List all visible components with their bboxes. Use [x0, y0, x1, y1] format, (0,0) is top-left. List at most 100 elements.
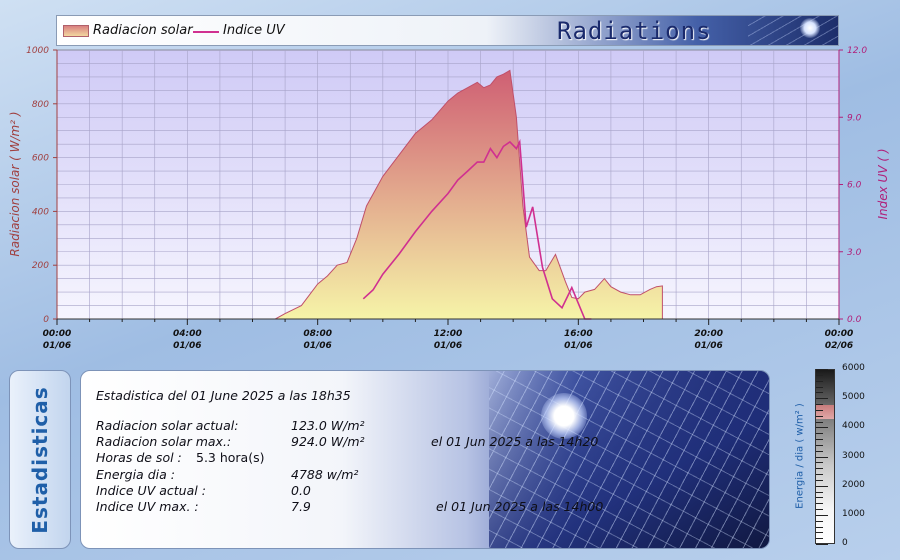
right-axis-ticks: 0.0 3.0 6.0 9.0 12.0	[838, 46, 867, 325]
gauge-minor-tick	[816, 421, 823, 423]
gauge-fill	[816, 405, 834, 420]
x-axis-tick-date: 01/06	[564, 341, 592, 351]
right-axis-label: Index UV ( )	[876, 148, 890, 219]
legend-label-uv: Indice UV	[223, 23, 285, 38]
gauge-tick-label: 1000	[842, 508, 865, 519]
gauge-minor-tick	[816, 369, 828, 370]
stat-extra: el 01 Jun 2025 a las 14h20	[431, 434, 599, 449]
left-axis-ticks: 0 200 400 600 800 1000	[26, 46, 58, 325]
gauge-minor-tick	[816, 468, 823, 470]
gauge-minor-tick	[816, 538, 823, 540]
chart-title: Radiations solaires	[557, 17, 712, 45]
gauge-tick-label: 2000	[842, 479, 865, 490]
stat-value: 7.9	[291, 499, 311, 514]
gauge-minor-tick	[816, 485, 828, 487]
gauge-minor-tick	[816, 439, 823, 440]
gauge-minor-tick	[816, 474, 823, 475]
series-indice-uv-line	[362, 138, 592, 320]
gauge-minor-tick	[816, 450, 823, 452]
solar-radiation-chart: 0 200 400 600 800 1000 0.0 3.0 6.0 9.0 12.0 00:00…	[8, 46, 890, 351]
stat-value: 123.0 W/m²	[291, 418, 365, 433]
left-axis-label: Radiacion solar ( W/m² )	[8, 111, 22, 256]
right-axis-tick-label: 3.0	[847, 248, 862, 258]
gauge-minor-tick	[816, 520, 823, 522]
sun-icon	[800, 18, 820, 38]
gauge-minor-tick	[816, 526, 823, 528]
x-axis-tick-date: 01/06	[303, 341, 331, 351]
solar-panels-image	[489, 371, 769, 548]
gauge-minor-tick	[816, 409, 823, 411]
x-axis-tick-time: 00:00	[43, 329, 72, 339]
right-axis-tick-label: 9.0	[847, 113, 862, 123]
stat-label: Radiacion solar actual:	[96, 418, 239, 433]
stats-tab[interactable]: Estadisticas	[9, 370, 71, 549]
x-axis-tick-date: 01/06	[694, 341, 722, 351]
series-radiacion-solar-area	[57, 69, 663, 320]
gauge-minor-tick	[816, 491, 823, 493]
right-axis-tick-label: 0.0	[847, 315, 862, 325]
gauge-minor-tick	[816, 456, 828, 458]
gauge-minor-tick	[816, 532, 823, 534]
stat-value: 5.3 hora(s)	[196, 450, 265, 465]
right-axis-tick-label: 6.0	[847, 181, 862, 191]
chart-legend-bar: Radiacion solar Indice UV Radiations sol…	[56, 15, 839, 46]
stat-value: 0.0	[291, 483, 311, 498]
gauge-tick-label: 6000	[842, 363, 865, 373]
solar-panel-decoration	[748, 16, 838, 45]
stats-panel: Estadistica del 01 June 2025 a las 18h35…	[80, 370, 770, 549]
x-axis-tick-time: 08:00	[303, 329, 332, 339]
x-axis-tick-time: 16:00	[564, 329, 593, 339]
gauge-minor-tick	[816, 374, 823, 376]
x-axis-tick-date: 01/06	[173, 341, 201, 351]
stat-value: 4788 w/m²	[291, 467, 359, 482]
gauge-minor-tick	[816, 497, 823, 499]
gauge-tick-label: 4000	[842, 421, 865, 432]
gauge-tick-label: 3000	[842, 450, 865, 461]
x-axis-tick-date: 01/06	[43, 341, 71, 351]
stat-label: Indice UV actual :	[96, 483, 206, 498]
legend-label-radiacion: Radiacion solar	[93, 23, 193, 38]
left-axis-tick-label: 800	[32, 100, 49, 110]
gauge-minor-tick	[816, 392, 823, 394]
stats-header: Estadistica del 01 June 2025 a las 18h35	[96, 388, 351, 403]
legend-swatch-uv	[193, 31, 219, 33]
x-axis-tick-time: 00:00	[825, 329, 854, 339]
gauge-minor-tick	[816, 479, 823, 481]
right-axis-tick-label: 12.0	[847, 46, 867, 56]
energy-gauge: Energia / dia ( w/m² ) 6000 5000 4000 3000 2…	[790, 363, 895, 550]
gauge-minor-tick	[816, 503, 823, 505]
left-axis-tick-label: 400	[32, 207, 49, 217]
gauge-minor-tick	[816, 427, 828, 429]
legend-swatch-radiacion	[63, 25, 89, 37]
stat-label: Radiacion solar max.:	[96, 434, 232, 449]
left-axis-tick-label: 200	[32, 261, 49, 271]
stat-extra: el 01 Jun 2025 a las 14h00	[436, 499, 604, 514]
gauge-minor-tick	[816, 444, 823, 446]
x-axis-tick-time: 04:00	[173, 329, 202, 339]
stats-tab-label: Estadisticas	[28, 385, 52, 534]
left-axis-tick-label: 1000	[26, 46, 49, 56]
x-axis-tick-time: 12:00	[434, 329, 463, 339]
gauge-minor-tick	[816, 509, 823, 510]
gauge-minor-tick	[816, 544, 828, 545]
x-axis-tick-date: 02/06	[825, 341, 853, 351]
x-axis-ticks: 00:00 01/06 04:00 01/06 08:00 01/06 12:00 01/06…	[43, 318, 854, 351]
gauge-minor-tick	[816, 386, 823, 388]
x-axis-tick-time: 20:00	[694, 329, 723, 339]
gauge-minor-tick	[816, 514, 828, 516]
gauge-title: Energia / dia ( w/m² )	[794, 403, 806, 509]
stat-label: Energia dia :	[96, 467, 175, 482]
gauge-tick-label: 5000	[842, 392, 865, 403]
gauge-minor-tick	[816, 404, 823, 405]
gauge-minor-tick	[816, 398, 828, 400]
stat-label: Horas de sol :	[96, 450, 182, 465]
left-axis-tick-label: 600	[32, 154, 49, 164]
gauge-tick-label: 0	[842, 538, 848, 548]
gauge-minor-tick	[816, 380, 823, 382]
sun-icon	[541, 393, 587, 439]
gauge-minor-tick	[816, 433, 823, 435]
x-axis-tick-date: 01/06	[434, 341, 462, 351]
stat-label: Indice UV max. :	[96, 499, 199, 514]
left-axis-tick-label: 0	[43, 315, 49, 325]
gauge-minor-tick	[816, 462, 823, 464]
